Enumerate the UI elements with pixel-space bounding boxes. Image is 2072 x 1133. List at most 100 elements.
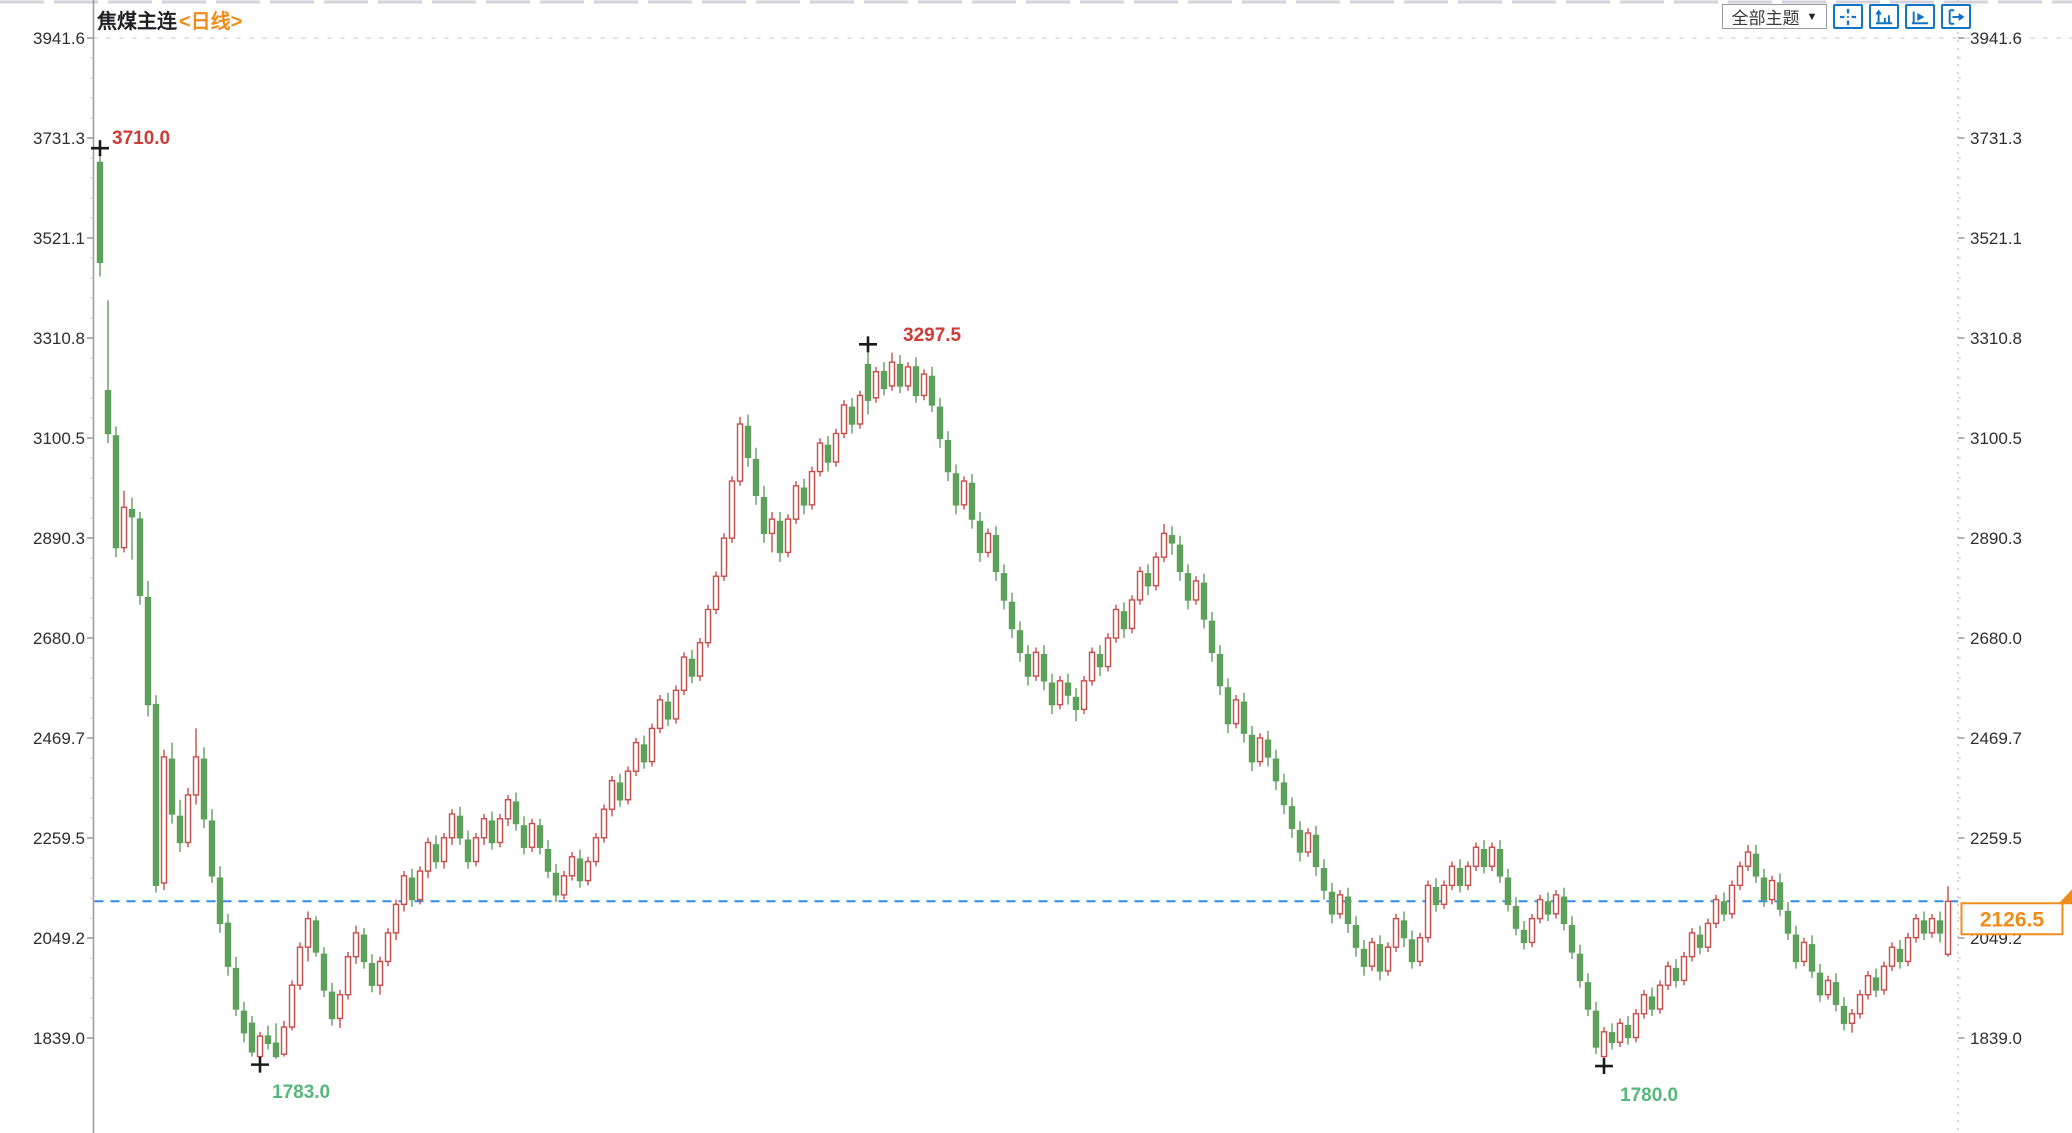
extreme-annotation: 3710.0 xyxy=(112,128,170,149)
crosshair-icon xyxy=(1837,8,1859,26)
right-axis-label: 3941.6 xyxy=(1970,29,2022,48)
price-label: 2126.5 xyxy=(1960,889,2072,936)
candle-body xyxy=(344,955,352,996)
compress-candles-button[interactable] xyxy=(1869,4,1899,29)
candle-body xyxy=(208,820,216,877)
candle-body xyxy=(800,487,808,506)
candle-body xyxy=(120,506,128,549)
candle-body xyxy=(824,444,832,463)
candle-body xyxy=(1776,882,1784,910)
theme-dropdown[interactable]: 全部主题 ▼ xyxy=(1722,4,1827,29)
candle-body xyxy=(1808,944,1816,972)
candle-body xyxy=(792,485,800,520)
candle-body xyxy=(1936,920,1944,934)
candle-body xyxy=(1224,687,1232,725)
candle-body xyxy=(312,920,320,953)
candle-body xyxy=(1640,994,1648,1015)
candle-body xyxy=(216,877,224,925)
candle-body xyxy=(1608,1032,1616,1043)
crosshair-button[interactable] xyxy=(1833,4,1863,29)
candle-body xyxy=(1384,946,1392,972)
left-axis-label: 2890.3 xyxy=(33,529,85,548)
right-axis-label: 3521.1 xyxy=(1970,229,2022,248)
candle-body xyxy=(1696,934,1704,948)
candle-body xyxy=(1792,934,1800,963)
candle-body xyxy=(160,756,168,884)
candle-body xyxy=(808,470,816,506)
candle-body xyxy=(1584,982,1592,1010)
candle-body xyxy=(1016,630,1024,653)
candle-body xyxy=(704,608,712,644)
candle-body xyxy=(600,808,608,839)
candle-body xyxy=(1880,965,1888,991)
candle-body xyxy=(1784,910,1792,934)
candle-body xyxy=(568,856,576,877)
candle-body xyxy=(504,799,512,820)
candle-body xyxy=(720,537,728,577)
candle-body xyxy=(1872,977,1880,991)
candle-body xyxy=(696,642,704,677)
candle-body xyxy=(1400,920,1408,939)
candle-body xyxy=(1192,580,1200,601)
candle-body xyxy=(1136,570,1144,601)
candle-body xyxy=(968,482,976,520)
candle-body xyxy=(144,596,152,706)
candle-body xyxy=(768,518,776,535)
candle-body xyxy=(480,818,488,839)
candle-body xyxy=(512,801,520,825)
candle-body xyxy=(1304,832,1312,853)
y-axis-labels: 3941.6 3941.6 3731.3 3731.3 3521.1 3521.1 3310… xyxy=(33,29,2022,1048)
candle-body xyxy=(1440,884,1448,906)
candle-body xyxy=(1104,637,1112,668)
pan-right-button[interactable] xyxy=(1941,4,1971,29)
candle-body xyxy=(168,758,176,815)
right-axis-label: 2680.0 xyxy=(1970,629,2022,648)
candle-body xyxy=(496,818,504,844)
candle-body xyxy=(1064,682,1072,696)
candle-body xyxy=(864,363,872,401)
price-arrow-icon xyxy=(2058,889,2072,905)
candle-body xyxy=(1344,896,1352,925)
right-axis-label: 2890.3 xyxy=(1970,529,2022,548)
candles xyxy=(96,148,1952,1067)
candle-body xyxy=(176,815,184,844)
candle-body xyxy=(448,813,456,839)
candle-body xyxy=(248,1022,256,1053)
candle-body xyxy=(632,741,640,772)
candle-body xyxy=(272,1042,280,1058)
candle-body xyxy=(1456,867,1464,887)
candle-body xyxy=(1928,917,1936,934)
candle-body xyxy=(1152,556,1160,587)
candle-body xyxy=(152,703,160,887)
candle-body xyxy=(1088,651,1096,682)
candle-body xyxy=(256,1035,264,1058)
candle-body xyxy=(1704,922,1712,948)
candle-body xyxy=(728,480,736,539)
candle-body xyxy=(1032,651,1040,677)
candle-body xyxy=(408,877,416,901)
candle-body xyxy=(616,782,624,801)
candle-body xyxy=(232,967,240,1010)
candle-body xyxy=(520,825,528,848)
candle-body xyxy=(1512,906,1520,929)
candle-body xyxy=(1920,920,1928,934)
candle-body xyxy=(888,361,896,387)
left-axis-label: 2259.5 xyxy=(33,829,85,848)
candle-body xyxy=(640,744,648,763)
candle-body xyxy=(1896,948,1904,963)
candle-body xyxy=(760,497,768,535)
candle-body xyxy=(1624,1024,1632,1039)
candle-body xyxy=(1448,865,1456,887)
candle-body xyxy=(1128,599,1136,630)
expand-candles-button[interactable] xyxy=(1905,4,1935,29)
candle-body xyxy=(192,756,200,796)
candle-body xyxy=(1160,532,1168,558)
candle-body xyxy=(264,1035,272,1044)
candle-body xyxy=(1200,582,1208,620)
candle-body xyxy=(1432,887,1440,906)
candle-body xyxy=(304,917,312,948)
left-axis-label: 3521.1 xyxy=(33,229,85,248)
left-axis-label: 2680.0 xyxy=(33,629,85,648)
left-axis-label: 3731.3 xyxy=(33,129,85,148)
